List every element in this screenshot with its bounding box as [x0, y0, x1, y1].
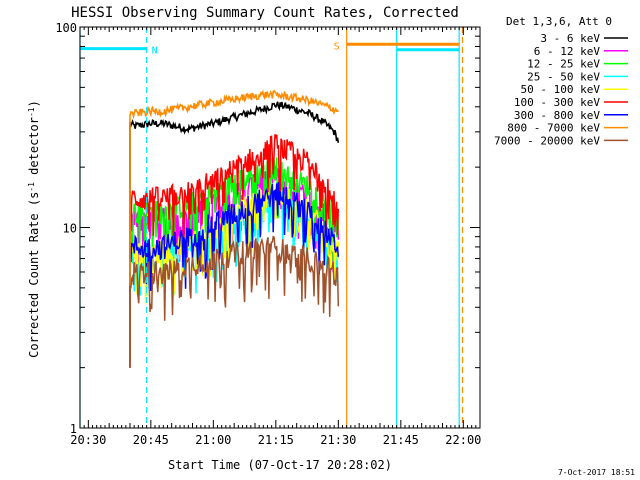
- axes-layer: 20:30 20:45 21:00 21:15 21:30 21:45 22:00 1 10 10…: [55, 21, 481, 447]
- y-tick-label: 100: [55, 21, 77, 35]
- legend-entry-label: 7000 - 20000 keV: [494, 134, 600, 147]
- series-layer: [129, 89, 340, 368]
- y-tick-label: 10: [63, 222, 77, 236]
- y-axis-label-sup1: -1: [27, 182, 36, 192]
- x-tick-label: 21:15: [258, 433, 294, 447]
- legend-entry-label: 300 - 800 keV: [514, 109, 600, 122]
- legend-entry-label: 100 - 300 keV: [514, 96, 600, 109]
- saa-flag-bar-2-label: S: [334, 41, 340, 52]
- series-7000-20000-kev-line: [129, 235, 340, 368]
- series-300-800-kev-line: [129, 182, 340, 368]
- y-axis-label: Corrected Count Rate (s-1 detector-1): [27, 100, 42, 358]
- series-3-6-kev-line: [129, 101, 340, 368]
- legend-entry-label: 25 - 50 keV: [527, 70, 600, 83]
- y-axis-label-mid: detector: [27, 117, 41, 182]
- x-tick-label: 21:45: [383, 433, 419, 447]
- y-axis-label-sup2: -1: [27, 107, 36, 117]
- x-tick-label: 20:30: [70, 433, 106, 447]
- y-tick-label: 1: [70, 422, 77, 436]
- legend-entry-label: 12 - 25 keV: [527, 58, 600, 71]
- y-axis-label-end: ): [27, 100, 41, 107]
- legend-entry-label: 50 - 100 keV: [521, 83, 601, 96]
- y-axis-label-main: Corrected Count Rate (s: [27, 192, 41, 358]
- saa-flag-bar-1-label: N: [152, 46, 158, 57]
- x-tick-label: 21:30: [320, 433, 356, 447]
- x-axis-label: Start Time (07-Oct-17 20:28:02): [168, 458, 392, 472]
- chart-title: HESSI Observing Summary Count Rates, Cor…: [71, 5, 459, 21]
- legend-entry-label: 3 - 6 keV: [540, 32, 600, 45]
- legend-entry-label: 800 - 7000 keV: [507, 122, 600, 135]
- legend-title: Det 1,3,6, Att 0: [506, 15, 612, 28]
- series-12-25-kev-line: [129, 156, 340, 368]
- timestamp: 7-Oct-2017 18:51: [558, 468, 635, 477]
- x-tick-label: 21:00: [195, 433, 231, 447]
- series-800-7000-kev-line: [129, 89, 339, 368]
- x-tick-label: 20:45: [133, 433, 169, 447]
- series-100-300-kev-line: [129, 134, 340, 368]
- x-tick-label: 22:00: [445, 433, 481, 447]
- legend-entry-label: 6 - 12 keV: [534, 45, 601, 58]
